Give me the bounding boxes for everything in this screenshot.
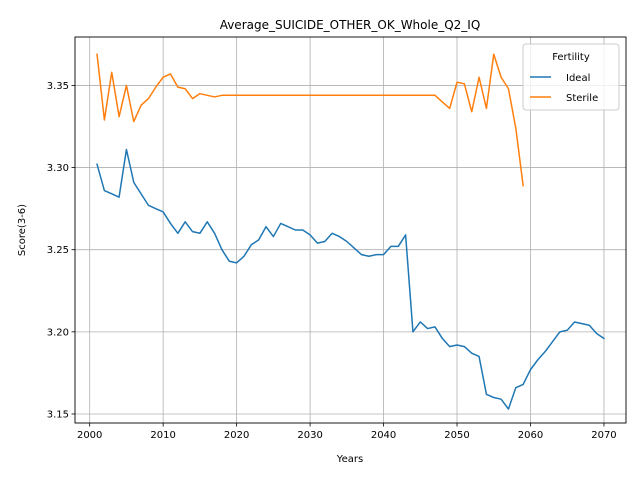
y-tick-label: 3.25 xyxy=(47,245,69,256)
x-tick-label: 2000 xyxy=(77,430,102,441)
chart-title: Average_SUICIDE_OTHER_OK_Whole_Q2_IQ xyxy=(220,18,481,32)
series-layer xyxy=(96,53,606,410)
x-tick-label: 2040 xyxy=(371,430,396,441)
y-tick-label: 3.30 xyxy=(47,163,69,174)
y-axis-label: Score(3-6) xyxy=(17,204,28,256)
x-tick-label: 2060 xyxy=(518,430,543,441)
x-tick-label: 2030 xyxy=(297,430,322,441)
y-tick-label: 3.35 xyxy=(47,81,69,92)
legend-label-sterile: Sterile xyxy=(566,93,598,104)
x-tick-label: 2070 xyxy=(591,430,616,441)
x-axis: 2000 2010 2020 2030 2040 2050 2060 2070 xyxy=(77,423,617,441)
gridlines xyxy=(75,37,626,423)
y-axis: 3.15 3.20 3.25 3.30 3.35 xyxy=(47,81,75,420)
x-axis-label: Years xyxy=(336,454,363,465)
y-tick-label: 3.15 xyxy=(47,409,69,420)
y-tick-label: 3.20 xyxy=(47,327,69,338)
series-line-ideal xyxy=(96,148,606,410)
plot-frame xyxy=(74,36,627,424)
legend-label-ideal: Ideal xyxy=(566,73,590,84)
legend-box xyxy=(522,43,620,111)
x-tick-label: 2050 xyxy=(444,430,469,441)
x-tick-label: 2010 xyxy=(150,430,175,441)
series-line-sterile xyxy=(96,53,524,187)
legend: Fertility Ideal Sterile xyxy=(522,43,620,111)
legend-title: Fertility xyxy=(552,52,590,63)
x-tick-label: 2020 xyxy=(224,430,249,441)
